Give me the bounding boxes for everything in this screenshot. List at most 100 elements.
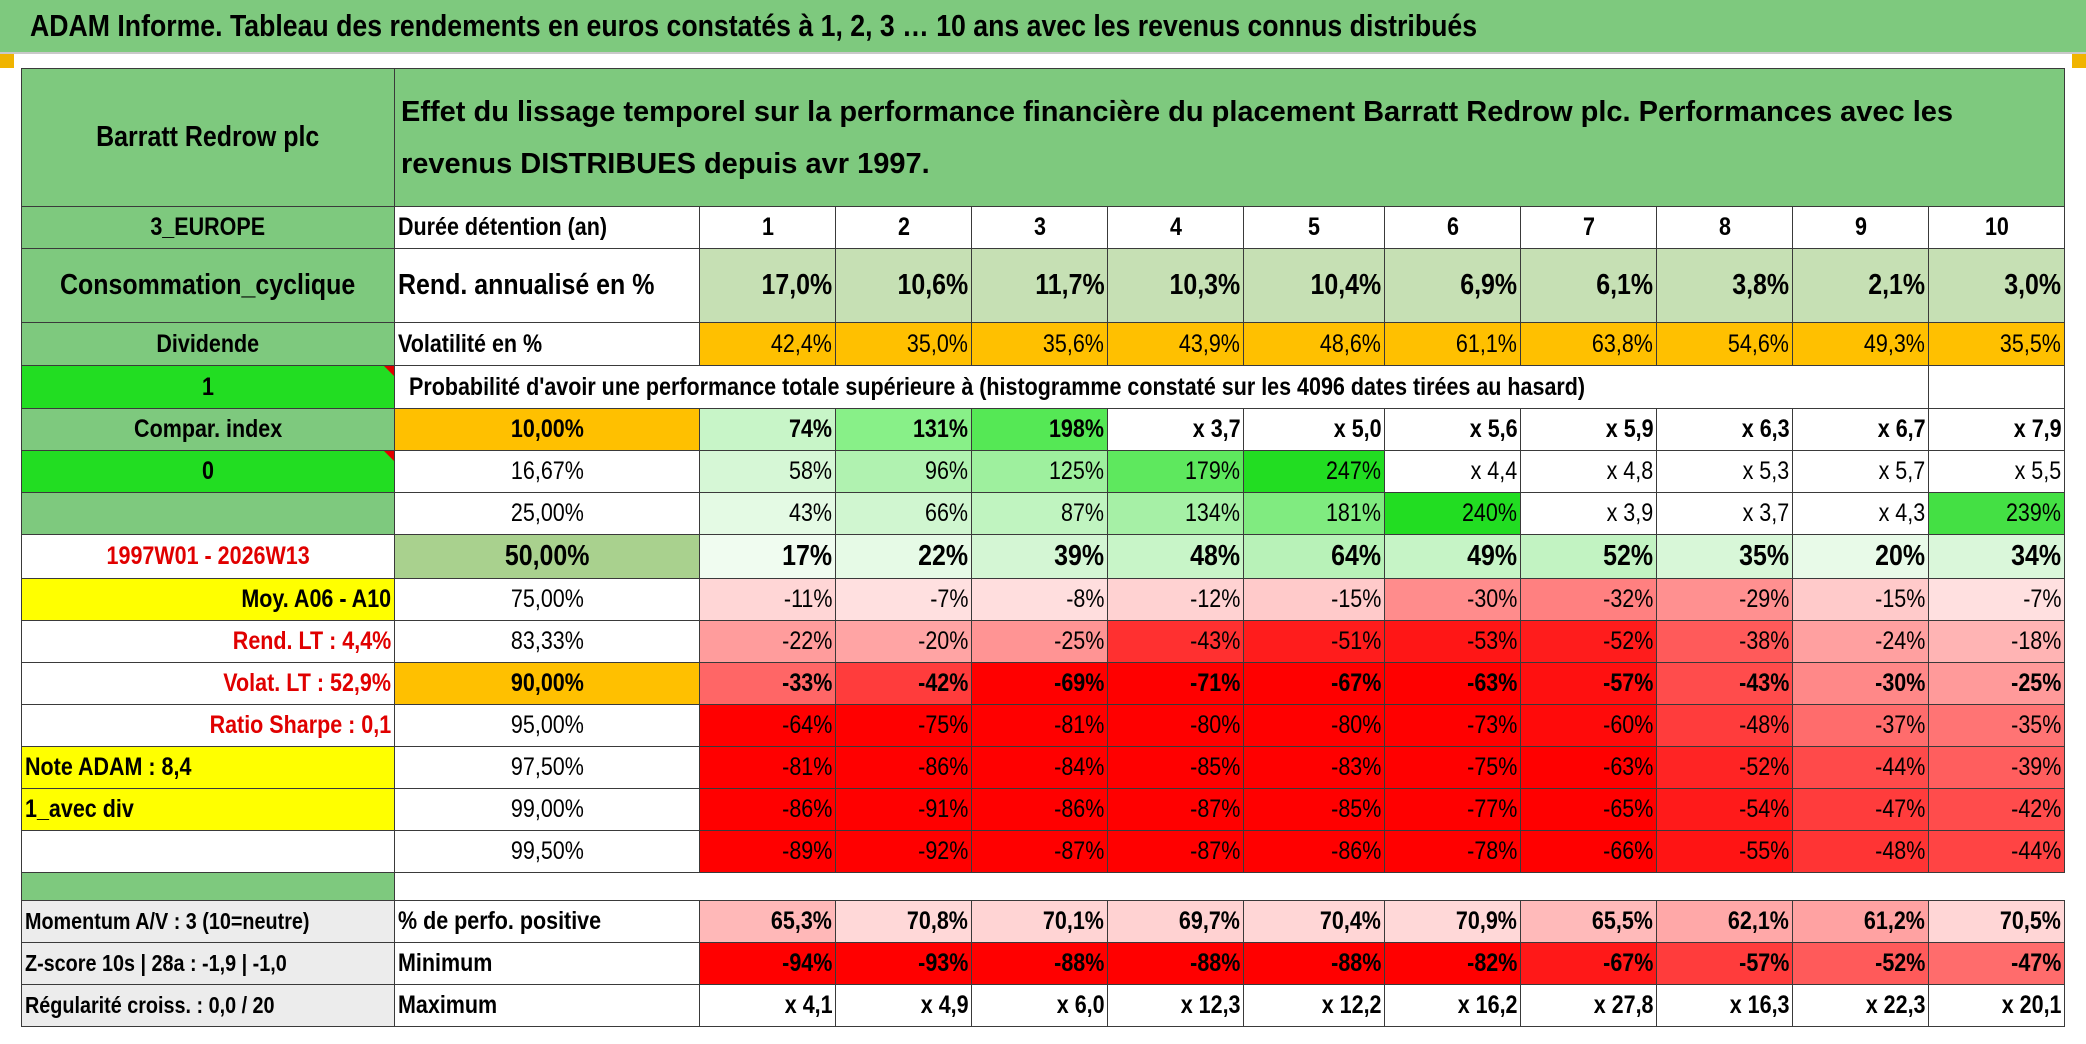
quantile-value: 198% bbox=[971, 408, 1109, 451]
positive-value: 65,3% bbox=[699, 900, 837, 943]
quantile-label: 90,00% bbox=[393, 662, 701, 705]
quantile-value: -24% bbox=[1792, 620, 1930, 663]
rend-value: 10,6% bbox=[835, 248, 973, 323]
quantile-value: -91% bbox=[835, 788, 973, 831]
quantile-value: -60% bbox=[1520, 704, 1658, 747]
quantile-value: -22% bbox=[699, 620, 837, 663]
flag-one-cell: 1 bbox=[21, 365, 395, 409]
gap-cell bbox=[393, 872, 2065, 901]
volat-value: 42,4% bbox=[699, 322, 837, 366]
maximum-value: x 4,9 bbox=[835, 984, 973, 1027]
minimum-value: -88% bbox=[971, 942, 1109, 985]
rend-value: 6,9% bbox=[1384, 248, 1522, 323]
quantile-value: -87% bbox=[1107, 788, 1245, 831]
quantile-value: -25% bbox=[1928, 662, 2066, 705]
quantile-value: -75% bbox=[835, 704, 973, 747]
quantile-value: x 5,9 bbox=[1520, 408, 1658, 451]
regularite-cell: Régularité croiss. : 0,0 / 20 bbox=[21, 984, 395, 1027]
maximum-label: Maximum bbox=[393, 984, 701, 1027]
quantile-value: -81% bbox=[971, 704, 1109, 747]
positive-label: % de perfo. positive bbox=[393, 900, 701, 943]
report-title-bar: ADAM Informe. Tableau des rendements en … bbox=[0, 0, 2086, 54]
maximum-value: x 22,3 bbox=[1792, 984, 1930, 1027]
year-header-4: 4 bbox=[1107, 206, 1245, 249]
volat-value: 63,8% bbox=[1520, 322, 1658, 366]
quantile-value: -71% bbox=[1107, 662, 1245, 705]
year-header-1: 1 bbox=[699, 206, 837, 249]
quantile-value: -12% bbox=[1107, 578, 1245, 621]
quantile-value: 22% bbox=[835, 534, 973, 579]
positive-value: 65,5% bbox=[1520, 900, 1658, 943]
year-header-3: 3 bbox=[971, 206, 1109, 249]
year-header-10: 10 bbox=[1928, 206, 2066, 249]
quantile-value: -20% bbox=[835, 620, 973, 663]
zscore-cell: Z-score 10s | 28a : -1,9 | -1,0 bbox=[21, 942, 395, 985]
quantile-label: 50,00% bbox=[393, 534, 701, 579]
rend-value: 2,1% bbox=[1792, 248, 1930, 323]
minimum-value: -52% bbox=[1792, 942, 1930, 985]
description-cell: Effet du lissage temporel sur la perform… bbox=[393, 68, 2066, 207]
avec-div-cell: 1_avec div bbox=[21, 788, 395, 831]
quantile-label: 10,00% bbox=[393, 408, 701, 451]
quantile-value: -65% bbox=[1520, 788, 1658, 831]
quantile-value: -44% bbox=[1792, 746, 1930, 789]
quantile-value: -87% bbox=[1107, 830, 1245, 873]
blank-green-cell bbox=[21, 492, 395, 535]
quantile-value: x 4,4 bbox=[1384, 450, 1522, 493]
rend-value: 3,8% bbox=[1656, 248, 1794, 323]
quantile-value: x 6,3 bbox=[1656, 408, 1794, 451]
quantile-value: -52% bbox=[1520, 620, 1658, 663]
quantile-value: x 7,9 bbox=[1928, 408, 2066, 451]
positive-value: 61,2% bbox=[1792, 900, 1930, 943]
quantile-value: -63% bbox=[1520, 746, 1658, 789]
volat-value: 35,5% bbox=[1928, 322, 2066, 366]
quantile-value: 96% bbox=[835, 450, 973, 493]
quantile-value: -44% bbox=[1928, 830, 2066, 873]
rend-lt-cell: Rend. LT : 4,4% bbox=[21, 620, 395, 663]
quantile-value: -80% bbox=[1243, 704, 1386, 747]
quantile-value: -37% bbox=[1792, 704, 1930, 747]
flag-zero-cell: 0 bbox=[21, 450, 395, 493]
minimum-value: -88% bbox=[1243, 942, 1386, 985]
quantile-value: -38% bbox=[1656, 620, 1794, 663]
year-header-5: 5 bbox=[1243, 206, 1386, 249]
quantile-value: x 3,7 bbox=[1107, 408, 1245, 451]
positive-value: 70,4% bbox=[1243, 900, 1386, 943]
positive-value: 69,7% bbox=[1107, 900, 1245, 943]
volat-value: 61,1% bbox=[1384, 322, 1522, 366]
positive-value: 70,8% bbox=[835, 900, 973, 943]
minimum-value: -57% bbox=[1656, 942, 1794, 985]
quantile-value: 17% bbox=[699, 534, 837, 579]
quantile-value: -43% bbox=[1107, 620, 1245, 663]
type-cell: Dividende bbox=[21, 322, 395, 366]
volat-value: 48,6% bbox=[1243, 322, 1386, 366]
quantile-value: -15% bbox=[1792, 578, 1930, 621]
quantile-value: 87% bbox=[971, 492, 1109, 535]
quantile-value: -86% bbox=[835, 746, 973, 789]
quantile-value: -92% bbox=[835, 830, 973, 873]
quantile-value: -52% bbox=[1656, 746, 1794, 789]
quantile-value: x 4,3 bbox=[1792, 492, 1930, 535]
quantile-value: -11% bbox=[699, 578, 837, 621]
quantile-value: 43% bbox=[699, 492, 837, 535]
quantile-value: 240% bbox=[1384, 492, 1522, 535]
quantile-value: -39% bbox=[1928, 746, 2066, 789]
momentum-cell: Momentum A/V : 3 (10=neutre) bbox=[21, 900, 395, 943]
quantile-value: -42% bbox=[835, 662, 973, 705]
minimum-value: -88% bbox=[1107, 942, 1245, 985]
quantile-label: 16,67% bbox=[393, 450, 701, 493]
quantile-value: -80% bbox=[1107, 704, 1245, 747]
right-edge-marker bbox=[2072, 54, 2086, 68]
rend-value: 3,0% bbox=[1928, 248, 2066, 323]
rend-value: 11,7% bbox=[971, 248, 1109, 323]
year-header-2: 2 bbox=[835, 206, 973, 249]
quantile-label: 95,00% bbox=[393, 704, 701, 747]
volat-label: Volatilité en % bbox=[393, 322, 701, 366]
sector-cell: Consommation_cyclique bbox=[21, 248, 395, 323]
period-cell: 1997W01 - 2026W13 bbox=[21, 534, 395, 579]
quantile-value: 52% bbox=[1520, 534, 1658, 579]
quantile-value: -85% bbox=[1107, 746, 1245, 789]
quantile-value: 131% bbox=[835, 408, 973, 451]
quantile-value: -7% bbox=[835, 578, 973, 621]
quantile-value: -89% bbox=[699, 830, 837, 873]
